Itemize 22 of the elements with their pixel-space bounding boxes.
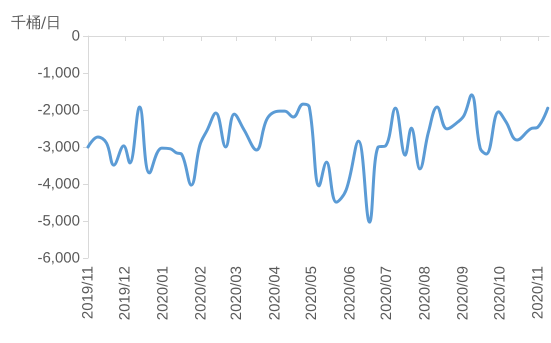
x-tick-label: 2020/08 <box>416 266 434 320</box>
x-tick-label: 2020/01 <box>154 266 172 320</box>
x-tick-label: 2019/12 <box>116 266 134 320</box>
y-tick-label: -2,000 <box>37 102 80 118</box>
y-tick-label: -6,000 <box>37 250 80 266</box>
x-tick-label: 2020/04 <box>266 266 284 320</box>
x-tick-label: 2020/05 <box>303 266 320 320</box>
y-tick-label: -5,000 <box>37 212 80 230</box>
line-series <box>86 93 550 224</box>
y-axis-title: 千桶/日 <box>11 14 62 32</box>
x-tick-label: 2020/07 <box>378 266 396 320</box>
x-tick-label: 2020/11 <box>529 266 546 320</box>
x-tick-label: 2020/09 <box>454 266 472 320</box>
x-tick-label: 2020/10 <box>491 266 508 320</box>
y-tick-label: -4,000 <box>37 176 80 192</box>
y-tick-label: 0 <box>72 28 80 44</box>
x-tick-label: 2020/03 <box>228 266 246 320</box>
y-tick-label: -3,000 <box>37 138 80 156</box>
y-tick-label: -1,000 <box>37 64 80 82</box>
x-tick-label: 2020/06 <box>341 266 358 320</box>
x-tick-label: 2020/02 <box>192 266 210 320</box>
x-tick-label: 2019/11 <box>80 266 96 320</box>
